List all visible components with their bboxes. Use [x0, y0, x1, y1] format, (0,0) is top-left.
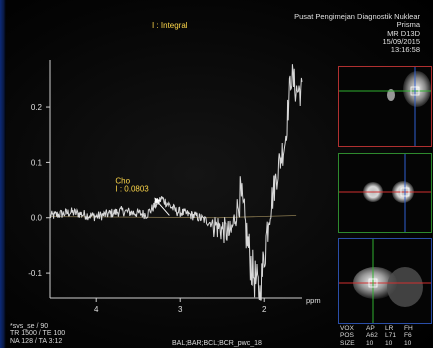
x-tick-label: 3: [178, 305, 183, 314]
scanner-id: MR D13D: [387, 28, 420, 38]
spectrum-axes: [49, 60, 302, 299]
peak-arrow-icon: [154, 197, 161, 204]
voxel-label: VOX: [340, 325, 354, 332]
voxel-label: SIZE: [340, 339, 355, 347]
spectrum-chart[interactable]: 0.2 0.1 0.0 -0.1 4 3 2 Cho I : 0.0803 ppm: [0, 0, 338, 322]
tr-te: TR 1500 / TE 100: [10, 330, 66, 338]
voxel-row-size: SIZE 10 10 10: [340, 340, 423, 347]
spectrum-title: I : Integral: [152, 21, 188, 30]
x-ticks: 4 3 2: [94, 298, 267, 314]
voxel-value: 10: [404, 339, 412, 347]
localizer-coronal[interactable]: [338, 238, 432, 324]
x-axis-unit: ppm: [306, 296, 321, 305]
y-tick-label: -0.1: [28, 269, 42, 278]
voxel-value: 10: [385, 339, 393, 347]
voxel-box[interactable]: [400, 187, 410, 197]
institution-name: Pusat Pengimejan Diagnostik Nuklear: [294, 12, 420, 21]
voxel-value: 10: [366, 339, 374, 347]
baseline-fit-line: [49, 215, 297, 219]
voxel-table: VOX AP LR FH POS A62 L71 F6 SIZE 10 10 1…: [340, 325, 423, 347]
sequence-name: *svs_se / 90: [10, 323, 49, 330]
study-date: 15/09/2015: [382, 36, 420, 46]
voxel-col-header: AP: [366, 325, 375, 332]
y-tick-label: 0.2: [31, 103, 43, 112]
localizer-structure: [387, 267, 423, 307]
y-tick-label: 0.0: [31, 214, 43, 223]
voxel-value: L71: [385, 332, 397, 340]
voxel-value: A62: [366, 332, 378, 340]
y-tick-label: 0.1: [31, 158, 43, 167]
localizer-axial[interactable]: [338, 153, 432, 233]
voxel-col-header: LR: [385, 325, 394, 332]
voxel-label: POS: [340, 332, 354, 340]
coil-label: BAL;BAR;BCL;BCR_pwc_18: [172, 340, 262, 347]
y-ticks: 0.2 0.1 0.0 -0.1: [28, 103, 50, 278]
spectrum-trace: [49, 64, 303, 301]
study-header: Pusat Pengimejan Diagnostik Nuklear Pris…: [294, 12, 420, 55]
x-tick-label: 4: [94, 305, 99, 314]
localizer-sagittal[interactable]: [338, 66, 432, 147]
na-ta: NA 128 / TA 3:12: [10, 337, 63, 345]
peak-pointer: [155, 199, 170, 216]
localizer-structure: [387, 89, 395, 101]
x-tick-label: 2: [262, 305, 267, 314]
localizer-head-image: [403, 71, 431, 107]
study-time: 13:16:58: [390, 45, 420, 55]
voxel-box[interactable]: [368, 278, 378, 288]
peak-label-integral: I : 0.0803: [115, 184, 149, 193]
peak-label-name: Cho: [115, 176, 130, 185]
scan-parameters: *svs_se / 90 TR 1500 / TE 100 NA 128 / T…: [10, 323, 65, 345]
peak-marker[interactable]: [154, 197, 170, 216]
voxel-row-vox: VOX AP LR FH: [340, 325, 423, 332]
voxel-box[interactable]: [410, 86, 420, 96]
voxel-value: F6: [404, 332, 412, 340]
monitor-bezel: [0, 0, 6, 348]
system-name: Prisma: [396, 20, 420, 30]
voxel-row-pos: POS A62 L71 F6: [340, 332, 423, 339]
voxel-col-header: FH: [404, 325, 413, 332]
